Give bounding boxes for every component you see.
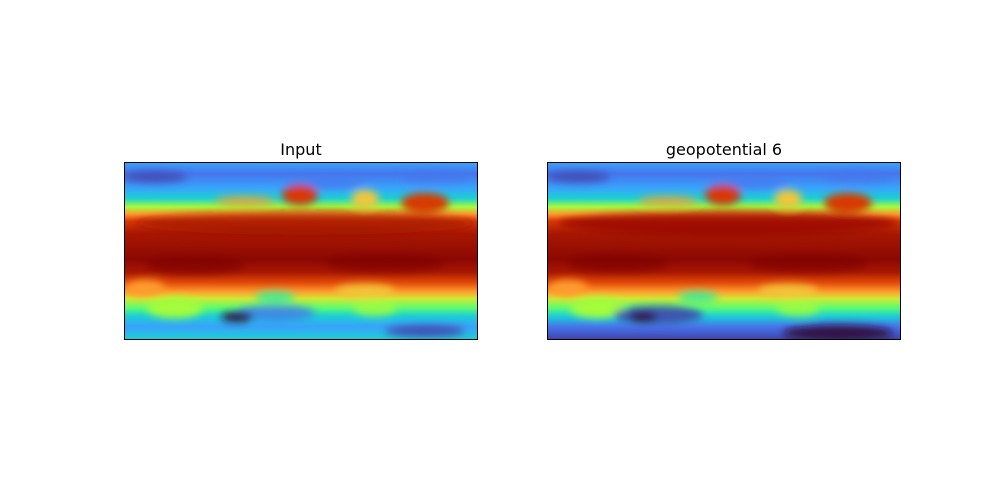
prediction-field-map [547,162,901,340]
input-panel: Input [124,138,478,340]
prediction-panel-title: geopotential 6 [665,140,783,159]
input-field-map [124,162,478,340]
input-panel-title: Input [280,140,322,159]
prediction-panel: geopotential 6 [547,138,901,340]
